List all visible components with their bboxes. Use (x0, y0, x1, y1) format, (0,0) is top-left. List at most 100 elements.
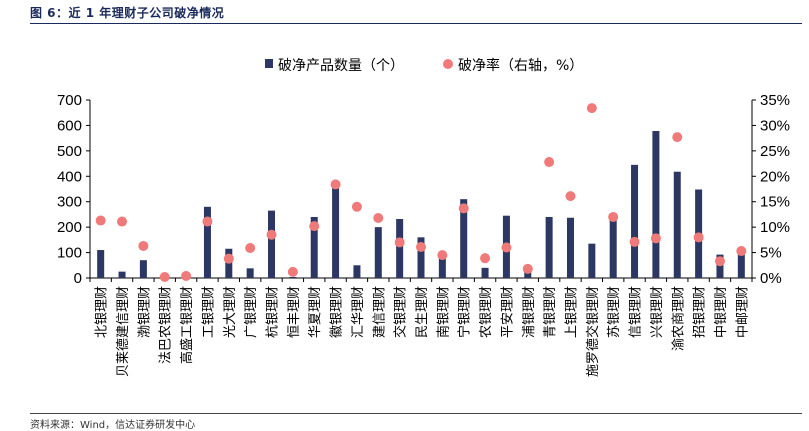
right-tick-label: 30% (760, 117, 790, 134)
right-tick-label: 35% (760, 92, 790, 109)
right-tick-label: 10% (760, 219, 790, 236)
category-label: 渝农商理财 (670, 286, 686, 351)
rate-dot (223, 253, 234, 264)
legend-dot-swatch (443, 59, 453, 69)
bar (737, 253, 745, 278)
rate-dot (181, 270, 192, 281)
category-label: 青银理财 (543, 286, 558, 338)
bar (332, 186, 340, 278)
left-tick-label: 300 (57, 194, 82, 211)
category-label: 贝莱德建信理财 (116, 286, 131, 377)
right-tick-label: 0% (760, 270, 782, 287)
category-label: 徽银理财 (330, 286, 345, 338)
category-label: 光大理财 (223, 286, 238, 338)
bar (289, 276, 297, 278)
rate-dot (245, 242, 256, 253)
rate-dot (714, 256, 725, 267)
bar (438, 257, 446, 278)
bar (396, 219, 404, 278)
rate-dot (330, 179, 341, 190)
rate-dot (565, 191, 576, 202)
category-label: 杭银理财 (266, 286, 281, 338)
category-label: 宁银理财 (457, 286, 473, 338)
bar (417, 237, 425, 278)
left-tick-label: 100 (57, 245, 82, 262)
right-tick-label: 25% (760, 143, 790, 160)
bar (716, 254, 724, 278)
rate-dot (117, 216, 128, 227)
bar (524, 270, 532, 278)
category-label: 兴银理财 (650, 286, 665, 338)
rate-dot (736, 246, 747, 257)
category-label: 农银理财 (479, 286, 494, 338)
bar (588, 243, 596, 278)
legend: 破净产品数量（个） 破净率（右轴，%） (265, 57, 583, 74)
bar (310, 216, 318, 278)
category-labels: 北银理财 贝莱德建信理财 渤银理财 法巴农银理财 高盛工银理财 工银理财 光大理财 广银理财杭… (95, 286, 751, 377)
bar (246, 268, 254, 278)
left-tick-label: 400 (57, 168, 82, 185)
category-label: 中邮理财 (735, 286, 750, 338)
bar (566, 217, 574, 278)
rate-dot (480, 253, 491, 264)
bar (353, 265, 361, 278)
rate-dot (266, 229, 277, 240)
rate-dot (586, 103, 597, 114)
right-tick-label: 15% (760, 194, 790, 211)
left-tick-label: 0 (74, 270, 82, 287)
rate-dot (394, 237, 405, 248)
rate-dot (672, 132, 683, 143)
rate-dot (351, 201, 362, 212)
bar (97, 250, 105, 278)
dot-series (95, 103, 747, 282)
bar (609, 216, 617, 278)
legend-bar-label: 破净产品数量（个） (278, 58, 404, 74)
bar (118, 271, 126, 278)
rate-dot (693, 232, 704, 243)
bar (203, 206, 211, 278)
category-label: 招银理财 (693, 286, 708, 338)
title-rule (30, 23, 802, 24)
category-label: 交银理财 (393, 286, 409, 338)
rate-dot (458, 203, 469, 214)
category-label: 华夏理财 (308, 286, 323, 338)
rate-dot (437, 250, 448, 261)
bar (139, 260, 147, 278)
bar (460, 199, 468, 278)
category-label: 恒丰理财 (287, 286, 302, 338)
rate-dot (608, 211, 619, 222)
category-label: 信银理财 (629, 286, 644, 338)
bar (374, 227, 382, 278)
rate-dot (95, 215, 106, 226)
rate-dot (202, 216, 213, 227)
right-tick-label: 5% (760, 245, 782, 262)
category-label: 苏银理财 (606, 286, 622, 338)
category-label: 渤银理财 (136, 286, 152, 338)
rate-dot (501, 242, 512, 253)
rate-dot (522, 263, 533, 274)
bar (652, 131, 660, 278)
category-label: 广银理财 (244, 286, 259, 338)
rate-dot (416, 241, 426, 252)
rate-dot (650, 233, 661, 244)
category-label: 法巴农银理财 (159, 286, 174, 364)
category-label: 建信理财 (372, 286, 387, 338)
bar (545, 216, 553, 278)
bar-series (97, 131, 745, 278)
left-tick-label: 600 (57, 117, 82, 134)
rate-dot (159, 271, 170, 282)
bar (631, 164, 639, 278)
bar (673, 171, 681, 278)
rate-dot (544, 157, 555, 168)
bar (481, 267, 489, 278)
rate-dot (629, 236, 640, 247)
bar (268, 210, 276, 278)
right-tick-label: 20% (760, 168, 790, 185)
category-label: 民生理财 (415, 286, 430, 338)
category-label: 汇华理财 (351, 286, 366, 338)
category-label: 施罗德交银理财 (585, 286, 601, 377)
rate-dot (287, 266, 298, 277)
category-label: 高盛工银理财 (179, 286, 195, 364)
category-label: 南银理财 (435, 286, 451, 338)
